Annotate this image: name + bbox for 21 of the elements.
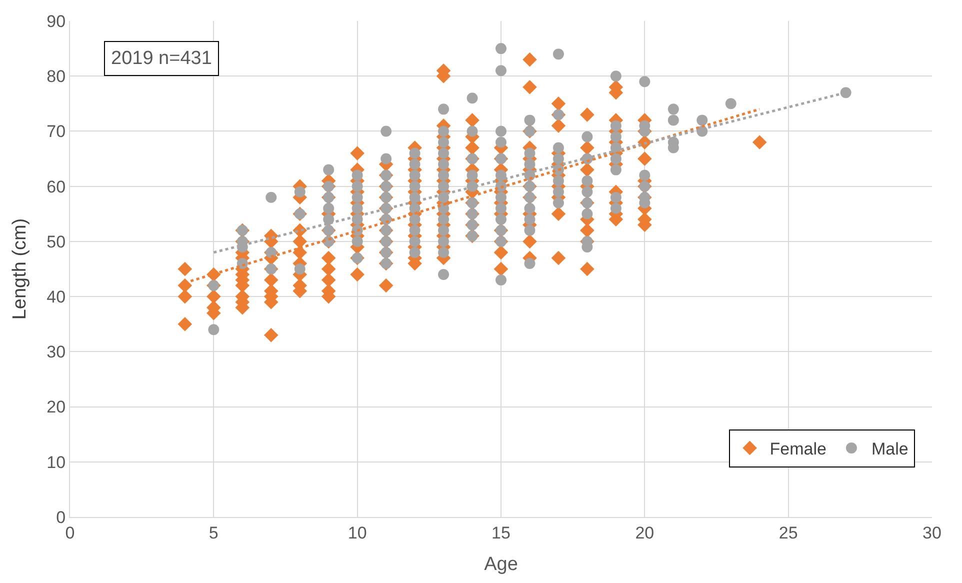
y-tick-label: 40 <box>46 288 66 307</box>
x-tick-label: 10 <box>348 523 367 542</box>
y-tick-label: 20 <box>46 398 66 417</box>
y-tick-label: 60 <box>46 177 66 196</box>
y-tick-label: 10 <box>46 452 66 472</box>
y-tick-label: 50 <box>46 232 66 252</box>
y-axis-title: Length (cm) <box>10 218 31 320</box>
y-tick-label: 30 <box>46 342 66 362</box>
legend-label: Female <box>770 440 826 459</box>
y-tick-label: 90 <box>46 12 66 31</box>
y-tick-label: 0 <box>56 508 66 527</box>
x-tick-label: 20 <box>635 523 654 542</box>
x-axis-title: Age <box>484 554 518 576</box>
y-tick-label: 80 <box>46 67 66 86</box>
x-tick-label: 30 <box>922 523 942 542</box>
x-tick-label: 25 <box>778 523 798 542</box>
y-tick-label: 70 <box>46 122 66 142</box>
annotation: 2019 n=431 <box>111 48 212 69</box>
legend-label: Male <box>871 440 908 459</box>
x-tick-label: 15 <box>492 523 510 542</box>
x-tick-label: 5 <box>208 523 218 542</box>
